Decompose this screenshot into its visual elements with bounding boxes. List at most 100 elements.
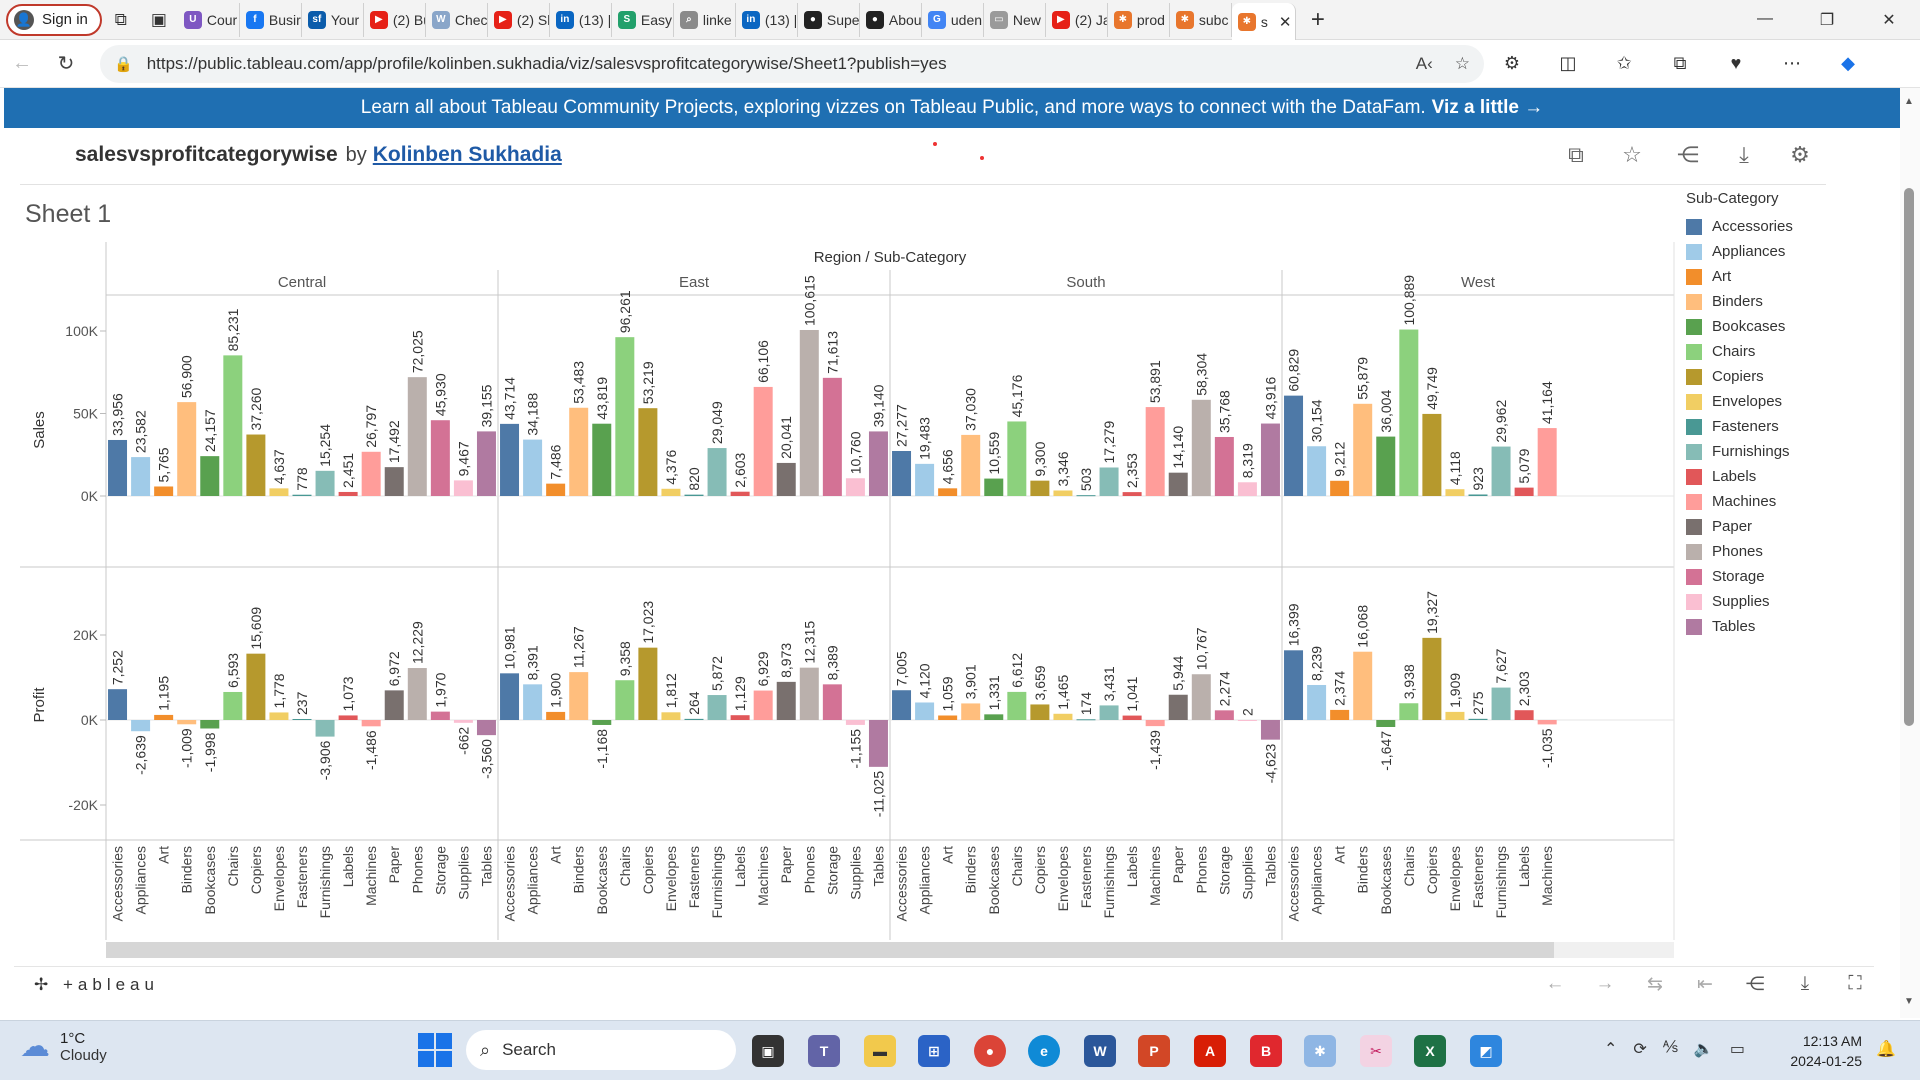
legend-item[interactable]: Paper: [1686, 514, 1886, 539]
refresh-button[interactable]: ↻: [57, 53, 75, 75]
browser-tab[interactable]: ✱ subc: [1170, 2, 1232, 37]
legend-item[interactable]: Bookcases: [1686, 314, 1886, 339]
settings-icon[interactable]: ⚙: [1790, 142, 1810, 167]
file-explorer-icon[interactable]: ▬: [864, 1035, 896, 1067]
browser-tab[interactable]: W Chec: [426, 2, 488, 37]
address-bar[interactable]: 🔒 https://public.tableau.com/app/profile…: [100, 44, 1484, 83]
chart-scrollbar-thumb[interactable]: [106, 942, 1554, 958]
clock[interactable]: 12:13 AM 2024-01-25: [1766, 1031, 1862, 1071]
legend-item[interactable]: Envelopes: [1686, 389, 1886, 414]
restore-icon[interactable]: ❐: [1819, 11, 1835, 29]
acrobat-icon[interactable]: A: [1194, 1035, 1226, 1067]
scroll-down-icon[interactable]: ▼: [1904, 996, 1914, 1007]
copy-icon[interactable]: ⧉: [1568, 142, 1584, 167]
more-menu-icon[interactable]: ⋯: [1783, 53, 1801, 73]
taskbar-search[interactable]: ⌕ Search: [466, 1030, 736, 1070]
download-icon[interactable]: ⤓: [1739, 142, 1749, 167]
back-button[interactable]: ←: [12, 52, 32, 74]
scrollbar-thumb[interactable]: [1904, 188, 1914, 726]
volume-icon[interactable]: 🔈: [1693, 1041, 1714, 1058]
language-icon[interactable]: ⅍: [1662, 1039, 1678, 1056]
scroll-up-icon[interactable]: ▲: [1904, 96, 1914, 107]
word-icon[interactable]: W: [1084, 1035, 1116, 1067]
legend-item[interactable]: Phones: [1686, 539, 1886, 564]
favorite-icon[interactable]: ☆: [1622, 142, 1642, 167]
legend-item[interactable]: Storage: [1686, 564, 1886, 589]
undo-icon[interactable]: ←: [1545, 973, 1565, 994]
legend-item[interactable]: Copiers: [1686, 364, 1886, 389]
legend-item[interactable]: Supplies: [1686, 589, 1886, 614]
legend-item[interactable]: Chairs: [1686, 339, 1886, 364]
sales-profit-chart[interactable]: Region / Sub-Category Central East South Wes…: [0, 0, 1680, 960]
new-tab-button[interactable]: +: [1310, 5, 1325, 33]
extensions-icon[interactable]: ⚙: [1503, 53, 1521, 73]
legend-item[interactable]: Accessories: [1686, 214, 1886, 239]
banner-link[interactable]: Viz a little →: [1431, 97, 1544, 118]
sync-icon[interactable]: ⟳: [1633, 1041, 1647, 1058]
browser-tab[interactable]: in (13) |: [736, 2, 798, 37]
browser-tab[interactable]: sf Your: [302, 2, 364, 37]
page-scrollbar[interactable]: ▲ ▼: [1900, 88, 1920, 1018]
battery-icon[interactable]: ▭: [1729, 1041, 1745, 1058]
browser-tab[interactable]: in (13) |: [550, 2, 612, 37]
legend-item[interactable]: Labels: [1686, 464, 1886, 489]
browser-essentials-icon[interactable]: ♥: [1730, 53, 1742, 73]
browser-tab[interactable]: ▶ (2) Ja: [1046, 2, 1108, 37]
share-viz-icon[interactable]: ⋲: [1745, 974, 1765, 995]
workspaces-icon[interactable]: ⧉: [114, 9, 127, 29]
legend-item[interactable]: Tables: [1686, 614, 1886, 639]
b-app-icon[interactable]: B: [1250, 1035, 1282, 1067]
browser-tab[interactable]: f Busir: [240, 2, 302, 37]
close-tab-icon[interactable]: ✕: [1278, 13, 1292, 31]
chevron-up-icon[interactable]: ⌃: [1604, 1041, 1618, 1058]
photos-icon[interactable]: ◩: [1470, 1035, 1502, 1067]
close-window-icon[interactable]: ✕: [1882, 11, 1896, 29]
snipping-tool-icon[interactable]: ✂: [1360, 1035, 1392, 1067]
browser-tab[interactable]: ● Supe: [798, 2, 860, 37]
browser-tab[interactable]: ▶ (2) Sl: [488, 2, 550, 37]
browser-tab[interactable]: ● Abou: [860, 2, 922, 37]
start-button[interactable]: [418, 1033, 452, 1067]
fullscreen-icon[interactable]: ⛶: [1848, 973, 1862, 994]
browser-tab[interactable]: ▭ New: [984, 2, 1046, 37]
community-banner[interactable]: Learn all about Tableau Community Projec…: [4, 88, 1900, 128]
excel-icon[interactable]: X: [1414, 1035, 1446, 1067]
teams-icon[interactable]: T: [808, 1035, 840, 1067]
collections-icon[interactable]: ⧉: [1673, 53, 1687, 73]
redo-icon[interactable]: →: [1595, 973, 1615, 994]
legend-item[interactable]: Appliances: [1686, 239, 1886, 264]
tableau-logo[interactable]: ✢ +ableau: [34, 975, 159, 995]
minimize-icon[interactable]: —: [1757, 9, 1773, 27]
tab-actions-icon[interactable]: ▣: [150, 9, 167, 29]
favorites-icon[interactable]: ✩: [1616, 53, 1632, 73]
tableau-app-icon[interactable]: ✱: [1304, 1035, 1336, 1067]
split-screen-icon[interactable]: ◫: [1559, 53, 1577, 73]
legend-item[interactable]: Machines: [1686, 489, 1886, 514]
url-text[interactable]: https://public.tableau.com/app/profile/k…: [146, 53, 947, 73]
read-aloud-icon[interactable]: A‹: [1415, 53, 1433, 73]
browser-tab[interactable]: U Cour: [178, 2, 240, 37]
task-view-icon[interactable]: ▣: [752, 1035, 784, 1067]
share-icon[interactable]: ⋲: [1677, 142, 1699, 167]
favorite-star-icon[interactable]: ☆: [1454, 53, 1470, 73]
revert-icon[interactable]: ⇆: [1647, 974, 1663, 995]
store-icon[interactable]: ⊞: [918, 1035, 950, 1067]
powerpoint-icon[interactable]: P: [1138, 1035, 1170, 1067]
browser-tab[interactable]: S Easy: [612, 2, 674, 37]
weather-widget[interactable]: ☁ 1°C Cloudy: [20, 1029, 107, 1064]
legend-item[interactable]: Fasteners: [1686, 414, 1886, 439]
browser-tab[interactable]: ⌕ linke: [674, 2, 736, 37]
chrome-icon[interactable]: ●: [974, 1035, 1006, 1067]
copilot-icon[interactable]: ◆: [1841, 53, 1855, 73]
browser-tab[interactable]: ✱ s ✕: [1231, 2, 1296, 41]
browser-tab[interactable]: ✱ prod: [1108, 2, 1170, 37]
browser-tab[interactable]: ▶(2) Bu: [364, 2, 426, 37]
edge-icon[interactable]: e: [1028, 1035, 1060, 1067]
author-link[interactable]: Kolinben Sukhadia: [372, 143, 562, 166]
sign-in-button[interactable]: 👤 Sign in: [6, 3, 102, 36]
notification-icon[interactable]: 🔔: [1876, 1041, 1896, 1058]
legend-item[interactable]: Furnishings: [1686, 439, 1886, 464]
legend-item[interactable]: Art: [1686, 264, 1886, 289]
reset-icon[interactable]: ⇤: [1697, 974, 1713, 995]
